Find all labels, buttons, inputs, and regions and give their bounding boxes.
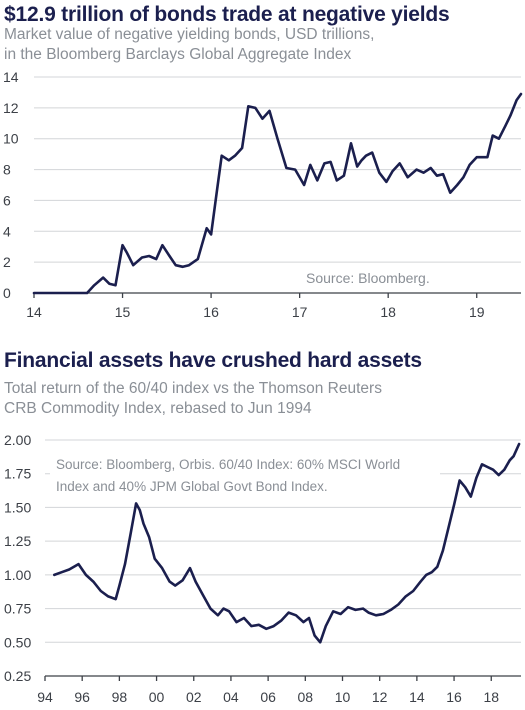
chart1-subtitle-line1: Market value of negative yielding bonds,… xyxy=(4,26,375,43)
chart2-y-tick-label: 1.00 xyxy=(4,567,31,583)
chart1-x-tick-label: 14 xyxy=(26,304,42,320)
chart1-y-tick-label: 0 xyxy=(3,285,11,301)
chart2-x-tick-label: 04 xyxy=(223,689,239,705)
chart1-y-tick-label: 14 xyxy=(3,69,19,85)
chart2-x-tick-label: 12 xyxy=(372,689,388,705)
chart2-x-tick-label: 96 xyxy=(74,689,90,705)
chart2-x-tick-label: 06 xyxy=(260,689,276,705)
chart2-source-background xyxy=(50,452,440,496)
chart2-y-tick-label: 0.75 xyxy=(4,601,31,617)
chart2-title: Financial assets have crushed hard asset… xyxy=(4,349,422,372)
chart1-svg: Source: Bloomberg. 0 2 4 6 8 10 12 14 14 15 16 17 18 1… xyxy=(3,69,523,320)
chart2-series-line xyxy=(52,442,521,644)
chart1-y-tick-label: 12 xyxy=(3,100,19,116)
chart2-x-tick-label: 18 xyxy=(483,689,499,705)
chart1-y-tick-label: 10 xyxy=(3,131,19,147)
chart2-x-tick-label: 98 xyxy=(112,689,128,705)
chart2-x-tick-label: 00 xyxy=(149,689,165,705)
chart1-y-tick-label: 4 xyxy=(3,223,11,239)
chart1-source-background xyxy=(300,267,460,287)
chart2-y-tick-label: 0.50 xyxy=(4,634,31,650)
chart2-x-tick-label: 10 xyxy=(335,689,351,705)
chart2-y-tick-label: 1.25 xyxy=(4,533,31,549)
chart1-y-tick-label: 2 xyxy=(3,254,11,270)
chart1-subtitle-line2: in the Bloomberg Barclays Global Aggrega… xyxy=(4,46,352,63)
chart2-y-tick-label: 2.00 xyxy=(4,432,31,448)
chart1-source-text: Source: Bloomberg. xyxy=(306,270,430,286)
chart2-y-tick-label: 1.75 xyxy=(4,466,31,482)
chart1-y-tick-label: 6 xyxy=(3,192,11,208)
chart2-source-text: Source: Bloomberg, Orbis. 60/40 Index: 6… xyxy=(56,457,400,472)
chart2-x-tick-label: 02 xyxy=(186,689,202,705)
chart1-x-tick-label: 18 xyxy=(380,304,396,320)
chart1-x-tick-label: 16 xyxy=(203,304,219,320)
chart2-x-tick-label: 08 xyxy=(298,689,314,705)
chart2-y-tick-label: 0.25 xyxy=(4,668,31,684)
chart2-y-tick-label: 1.50 xyxy=(4,499,31,515)
chart1-title: $12.9 trillion of bonds trade at negativ… xyxy=(4,3,450,26)
chart1-series-line xyxy=(32,92,523,295)
chart2-x-tick-label: 94 xyxy=(37,689,53,705)
chart2-x-tick-label: 16 xyxy=(446,689,462,705)
chart2-svg: Source: Bloomberg, Orbis. 60/40 Index: 6… xyxy=(4,432,521,705)
chart2-subtitle-line1: Total return of the 60/40 index vs the T… xyxy=(4,380,382,397)
chart2-subtitle-line2: CRB Commodity Index, rebased to Jun 1994 xyxy=(4,400,312,417)
chart1-x-tick-label: 17 xyxy=(292,304,308,320)
chart2-x-tick-label: 14 xyxy=(409,689,425,705)
chart2-source-text: Index and 40% JPM Global Govt Bond Index… xyxy=(56,479,328,494)
chart1-x-tick-label: 19 xyxy=(469,304,485,320)
chart1-x-tick-label: 15 xyxy=(115,304,131,320)
chart1-y-tick-label: 8 xyxy=(3,162,11,178)
